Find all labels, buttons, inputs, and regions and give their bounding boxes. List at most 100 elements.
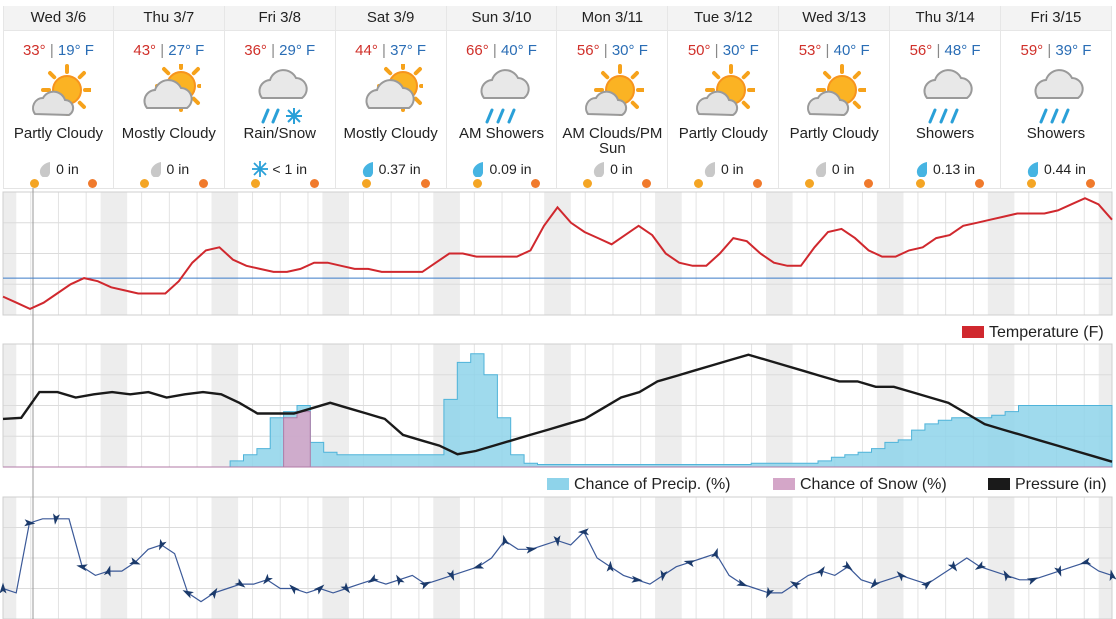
partly-cloudy-icon: [32, 64, 91, 117]
high-temp: 33°: [22, 42, 46, 59]
sunset-icon: [642, 179, 652, 188]
sunset-icon: [864, 179, 874, 188]
night-band: [544, 497, 571, 619]
high-temp: 44°: [355, 42, 378, 59]
wind-arrow: [1054, 565, 1062, 577]
temperature-legend-label: Temperature (F): [989, 324, 1104, 341]
high-temp: 50°: [687, 42, 711, 59]
day-precip: 0.44 in: [1001, 161, 1111, 180]
high-temp: 56°: [576, 42, 600, 59]
temperature-legend-swatch: [962, 326, 984, 338]
wind-arrow: [577, 528, 590, 536]
wind-arrow: [736, 578, 748, 587]
snow-area: [3, 411, 1112, 468]
day-temps: 56° | 30° F: [576, 42, 648, 59]
sunrise-icon: [250, 179, 260, 188]
night-band: [211, 192, 239, 315]
high-temp: 36°: [244, 42, 267, 59]
day-condition: Rain/Snow: [243, 125, 316, 142]
sunset-icon: [1085, 179, 1095, 188]
wind-arrow: [103, 565, 111, 577]
precip-amount: 0.37 in: [378, 161, 421, 178]
blue-drop-icon: [1026, 161, 1040, 180]
day-precip: 0.13 in: [890, 161, 1000, 180]
wind-arrow: [553, 535, 561, 547]
day-precip: 0 in: [4, 161, 113, 180]
precip-legend-swatch: [547, 478, 569, 490]
gray-drop-icon: [149, 161, 163, 180]
blue-drop-icon: [915, 161, 929, 180]
wind-arrow: [1026, 577, 1039, 586]
night-band: [100, 192, 128, 315]
forecast-day: Thu 3/7 43° | 27° F Mostly Cloudy 0 in: [113, 6, 225, 188]
day-date: Fri 3/8: [224, 6, 335, 31]
partly-cloudy-icon: [696, 64, 756, 117]
wind-arrow: [340, 582, 350, 594]
wind-arrow: [367, 574, 379, 584]
panel-frame: [2, 343, 1113, 468]
wind-arrow: [472, 561, 485, 569]
sunrise-icon: [583, 179, 593, 188]
night-band: [322, 192, 350, 315]
precip-amount: 0 in: [831, 161, 855, 178]
night-band: [765, 344, 793, 467]
day-condition: Partly Cloudy: [678, 125, 768, 142]
wind-arrow: [896, 571, 907, 582]
low-temp: 30° F: [611, 42, 648, 59]
forecast-day: Fri 3/15 59° | 39° F Showers 0.44 in: [1001, 6, 1112, 188]
day-temps: 36° | 29° F: [244, 42, 316, 59]
night-band: [1098, 497, 1112, 619]
night-band: [765, 497, 793, 619]
day-temps: 53° | 40° F: [798, 42, 870, 59]
day-date: Thu 3/14: [890, 6, 1001, 31]
low-temp: 40° F: [833, 42, 870, 59]
day-condition: Mostly Cloudy: [343, 125, 438, 142]
gray-drop-icon: [703, 161, 717, 180]
wind-arrow: [158, 538, 167, 551]
wind-arrow: [683, 560, 696, 568]
wind-arrow: [234, 578, 246, 588]
wind-arrow: [815, 566, 825, 578]
day-temps: 43° | 27° F: [133, 42, 205, 59]
day-condition: Showers: [915, 125, 975, 142]
sunrise-icon: [1027, 179, 1037, 188]
sunrise-icon: [139, 179, 149, 188]
gray-drop-icon: [38, 161, 52, 180]
sunrise-icon: [805, 179, 815, 188]
day-precip: 0 in: [557, 161, 667, 180]
night-band: [544, 344, 571, 467]
wind-arrow: [974, 561, 987, 570]
precip-amount: 0 in: [721, 161, 744, 178]
day-date: Fri 3/15: [1001, 6, 1111, 31]
pressure-legend-label: Pressure (in): [1015, 476, 1107, 493]
day-date: Wed 3/13: [779, 6, 890, 31]
forecast-day: Mon 3/11 56° | 30° F AM Clouds/PM Sun 0 in: [557, 6, 669, 188]
sunrise-icon: [361, 179, 371, 188]
wind-chart: [0, 513, 1116, 603]
forecast-day: Sat 3/9 44° | 37° F Mostly Cloudy 0.37 in: [335, 6, 447, 188]
day-date: Sat 3/9: [335, 6, 446, 31]
night-band: [211, 344, 239, 467]
panel-frame: [2, 191, 1113, 316]
wind-arrow: [263, 573, 273, 585]
precip-amount: 0.44 in: [1043, 161, 1086, 178]
showers-icon: [1034, 69, 1084, 124]
forecast-day: Fri 3/8 36° | 29° F Rain/Snow < 1 in: [224, 6, 336, 188]
precip-amount: < 1 in: [272, 161, 308, 178]
forecast-strip: Wed 3/6 33° | 19° F Partly Cloudy 0 in Thu 3…: [3, 6, 1112, 189]
night-band: [1098, 344, 1112, 467]
wind-arrow: [921, 580, 932, 590]
sunset-icon: [420, 179, 430, 188]
day-precip: 0 in: [779, 161, 889, 180]
blue-drop-icon: [471, 161, 485, 180]
pressure-legend-swatch: [988, 478, 1010, 490]
wind-arrow: [129, 557, 141, 565]
wind-arrow: [446, 569, 455, 581]
sunset-icon: [87, 179, 97, 188]
day-temps: 66° | 40° F: [466, 42, 537, 59]
sunrise-icon: [30, 179, 39, 188]
wind-arrow: [947, 560, 958, 572]
night-band: [433, 344, 460, 467]
precip-amount: 0 in: [56, 161, 79, 178]
wind-arrow: [660, 569, 668, 582]
